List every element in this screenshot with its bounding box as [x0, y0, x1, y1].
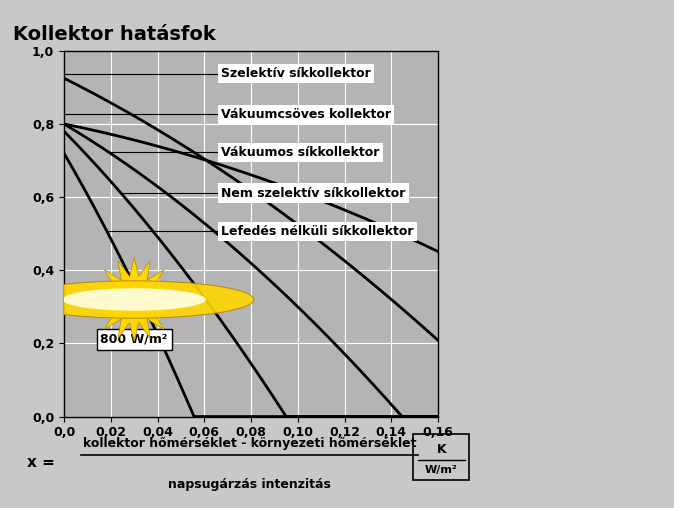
Circle shape: [15, 281, 253, 318]
Text: Kollektor hatásfok: Kollektor hatásfok: [13, 25, 216, 44]
Text: kollektor hőmérséklet - környezeti hőmérséklet: kollektor hőmérséklet - környezeti hőmér…: [83, 436, 416, 450]
Text: Szelektív síkkollektor: Szelektív síkkollektor: [221, 67, 371, 80]
Text: napsugárzás intenzitás: napsugárzás intenzitás: [168, 478, 331, 491]
Text: x =: x =: [27, 455, 55, 470]
Text: Vákuumos síkkollektor: Vákuumos síkkollektor: [221, 146, 379, 159]
Text: W/m²: W/m²: [425, 465, 458, 475]
Circle shape: [63, 289, 206, 311]
Text: Vákuumcsöves kollektor: Vákuumcsöves kollektor: [221, 108, 391, 121]
Text: Nem szelektív síkkollektor: Nem szelektív síkkollektor: [221, 186, 406, 200]
Text: Lefedés nélküli síkkollektor: Lefedés nélküli síkkollektor: [221, 225, 414, 238]
Text: 800 W/m²: 800 W/m²: [100, 333, 168, 346]
Polygon shape: [92, 258, 177, 341]
Text: K: K: [437, 443, 446, 456]
